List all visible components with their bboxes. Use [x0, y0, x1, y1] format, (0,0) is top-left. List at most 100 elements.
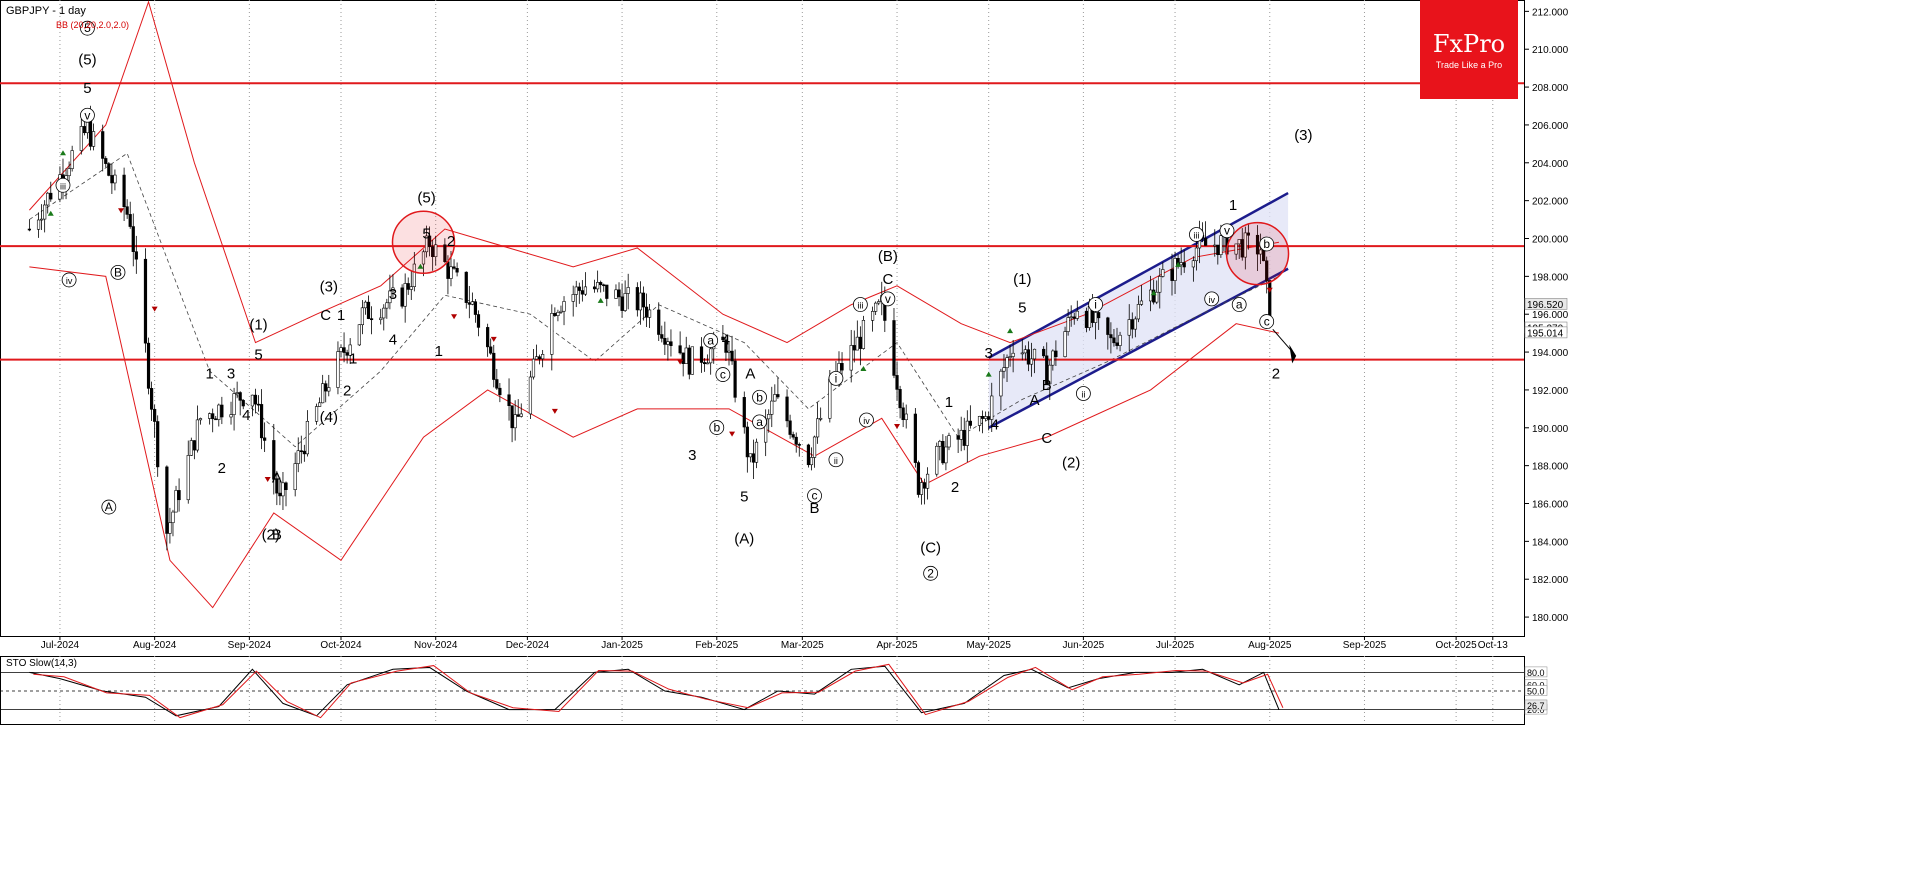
candle-body [241, 400, 245, 407]
y-tick-label: 182.000 [1532, 575, 1568, 586]
candle-body [941, 440, 945, 464]
candle-body [709, 348, 713, 364]
candle-body [385, 302, 389, 309]
candle-body [400, 287, 404, 307]
y-tick-label: 192.000 [1532, 386, 1568, 397]
candle-body [360, 307, 364, 326]
wave-label: 5 [83, 80, 91, 97]
channel-upper-line [988, 191, 1289, 359]
price-panel-frame [0, 0, 1525, 637]
highlight-circle [1225, 221, 1290, 286]
wave-label: iii [857, 301, 863, 311]
wave-label-circle [1189, 227, 1204, 242]
stochastic-panel: 80.060.050.020.026.7 [0, 663, 1548, 719]
candle-body [91, 131, 96, 147]
bb-lower-line [29, 266, 1280, 609]
candle-body [49, 192, 53, 200]
y-tick-label: 188.000 [1532, 462, 1568, 473]
wave-label-circle [807, 488, 822, 504]
candle-body [1130, 319, 1134, 330]
candle-body [284, 482, 288, 491]
wave-label-circle [709, 420, 725, 435]
candle-body [1112, 337, 1116, 344]
wave-label-circle [828, 452, 844, 468]
candle-body [528, 376, 533, 415]
candle-body [388, 290, 392, 304]
candle-body [1023, 349, 1027, 354]
candle-body [788, 420, 792, 435]
brand-tagline: Trade Like a Pro [1435, 60, 1503, 70]
stochastic-tick-label: 80.0 [1527, 668, 1545, 678]
candle-body [345, 352, 349, 356]
candle-body [67, 168, 71, 177]
candle-body [687, 347, 691, 375]
candle-body [577, 286, 581, 291]
wave-label: iv [863, 416, 870, 426]
wave-label: C [882, 271, 893, 288]
candle-body [43, 204, 47, 220]
wave-label: 2 [218, 460, 226, 477]
candle-body [730, 350, 734, 362]
chart-background [0, 0, 1525, 725]
chart-canvas: 5(5)5viiiivBAC1324(1)5(2)BA(3)C(4)12134(… [0, 0, 1568, 725]
candle-body [1066, 317, 1070, 332]
candle-body [660, 334, 664, 339]
wave-label-circle [1231, 297, 1247, 312]
fxpro-logo: FxPro Trade Like a Pro [1420, 0, 1518, 99]
candle-body [828, 378, 832, 419]
candle-body [369, 318, 374, 321]
wave-label: (5) [78, 51, 96, 68]
candle-body [666, 341, 670, 345]
candle-body [583, 286, 588, 295]
candle-body [314, 406, 319, 422]
candle-body [550, 313, 554, 355]
wave-label-circle [859, 412, 874, 428]
candle-body [816, 418, 820, 438]
candle-body [724, 339, 728, 353]
candle-body [1075, 310, 1079, 319]
candle-body [877, 301, 881, 304]
signal-arrow-icon [47, 210, 54, 216]
candle-body [870, 311, 875, 321]
price-badge: 195.014 [1527, 328, 1564, 339]
candle-body [956, 435, 960, 440]
candle-body [638, 292, 643, 311]
indicator-label: BB (20,20,2.0,2.0) [56, 20, 129, 30]
signal-arrow-icon [551, 408, 558, 414]
bb-upper-line [29, 0, 1280, 344]
x-tick-label: Dec-2024 [506, 640, 550, 651]
wave-label: 4 [389, 332, 397, 349]
candle-body [840, 363, 844, 371]
x-tick-label: Jan-2025 [601, 640, 643, 651]
candle-body [898, 389, 902, 409]
candle-body [1194, 247, 1199, 262]
wave-label: 5 [740, 489, 748, 506]
candle-body [382, 307, 386, 319]
candle-body [336, 351, 340, 388]
signal-arrow-icon [490, 336, 497, 342]
candle-body [745, 426, 749, 458]
candle-body [812, 436, 817, 458]
wave-label: 5 [84, 21, 91, 35]
x-tick-label: Jul-2024 [41, 640, 80, 651]
candle-body [232, 393, 236, 415]
candle-body [617, 289, 621, 298]
candle-body [1240, 239, 1244, 258]
wave-label: B [810, 500, 820, 517]
candle-body [1149, 289, 1153, 302]
candle-body [962, 429, 966, 446]
wave-label: (2) [1062, 455, 1080, 472]
candle-body [599, 282, 603, 286]
wave-label: 2 [1272, 366, 1280, 383]
candle-body [208, 413, 212, 419]
x-tick-label: Feb-2025 [695, 640, 738, 651]
candle-body [987, 416, 991, 420]
candle-body [916, 462, 921, 495]
wave-label-circle [61, 272, 77, 288]
candle-body [327, 387, 331, 392]
y-tick-label: 200.000 [1532, 235, 1568, 246]
candle-body [1048, 364, 1052, 385]
candle-body [149, 388, 154, 410]
wave-label-circle [923, 565, 939, 581]
wave-label: 5 [1018, 299, 1026, 316]
